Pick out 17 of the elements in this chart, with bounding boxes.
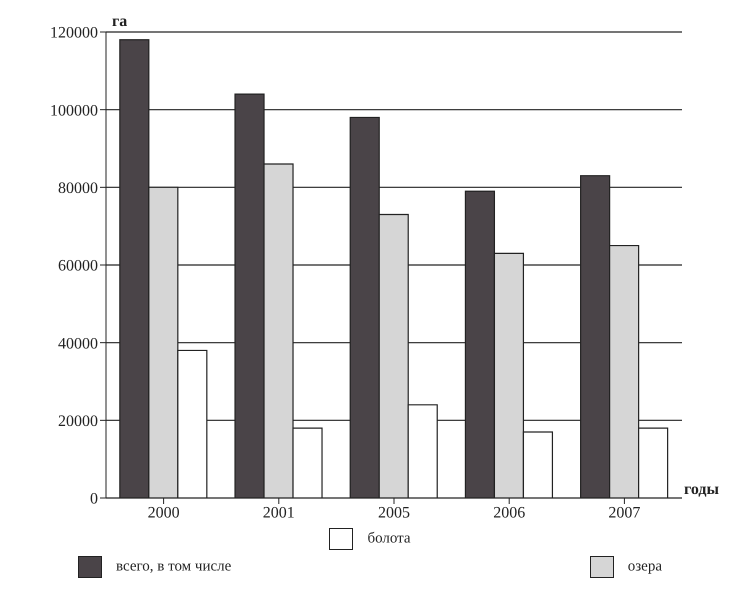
y-axis-title: га [112,13,128,30]
y-tick-label: 0 [90,490,98,508]
x-tick-label: 2001 [262,504,295,522]
x-tick-label: 2007 [608,504,640,522]
x-tick-label: 2006 [493,504,526,522]
y-tick-label: 60000 [58,258,98,275]
y-tick-label: 100000 [50,102,98,120]
y-tick-label: 80000 [58,180,98,198]
y-tick-label: 120000 [50,24,98,42]
legend-label: всего, в том числе [116,558,232,574]
y-tick-label: 20000 [58,413,98,430]
legend-label: озера [628,558,662,574]
y-tick-label: 40000 [58,335,98,352]
x-tick-label: 2000 [148,504,180,522]
legend-label: болота [367,530,411,546]
x-axis-title: годы [684,481,720,498]
x-tick-label: 2005 [378,504,410,522]
